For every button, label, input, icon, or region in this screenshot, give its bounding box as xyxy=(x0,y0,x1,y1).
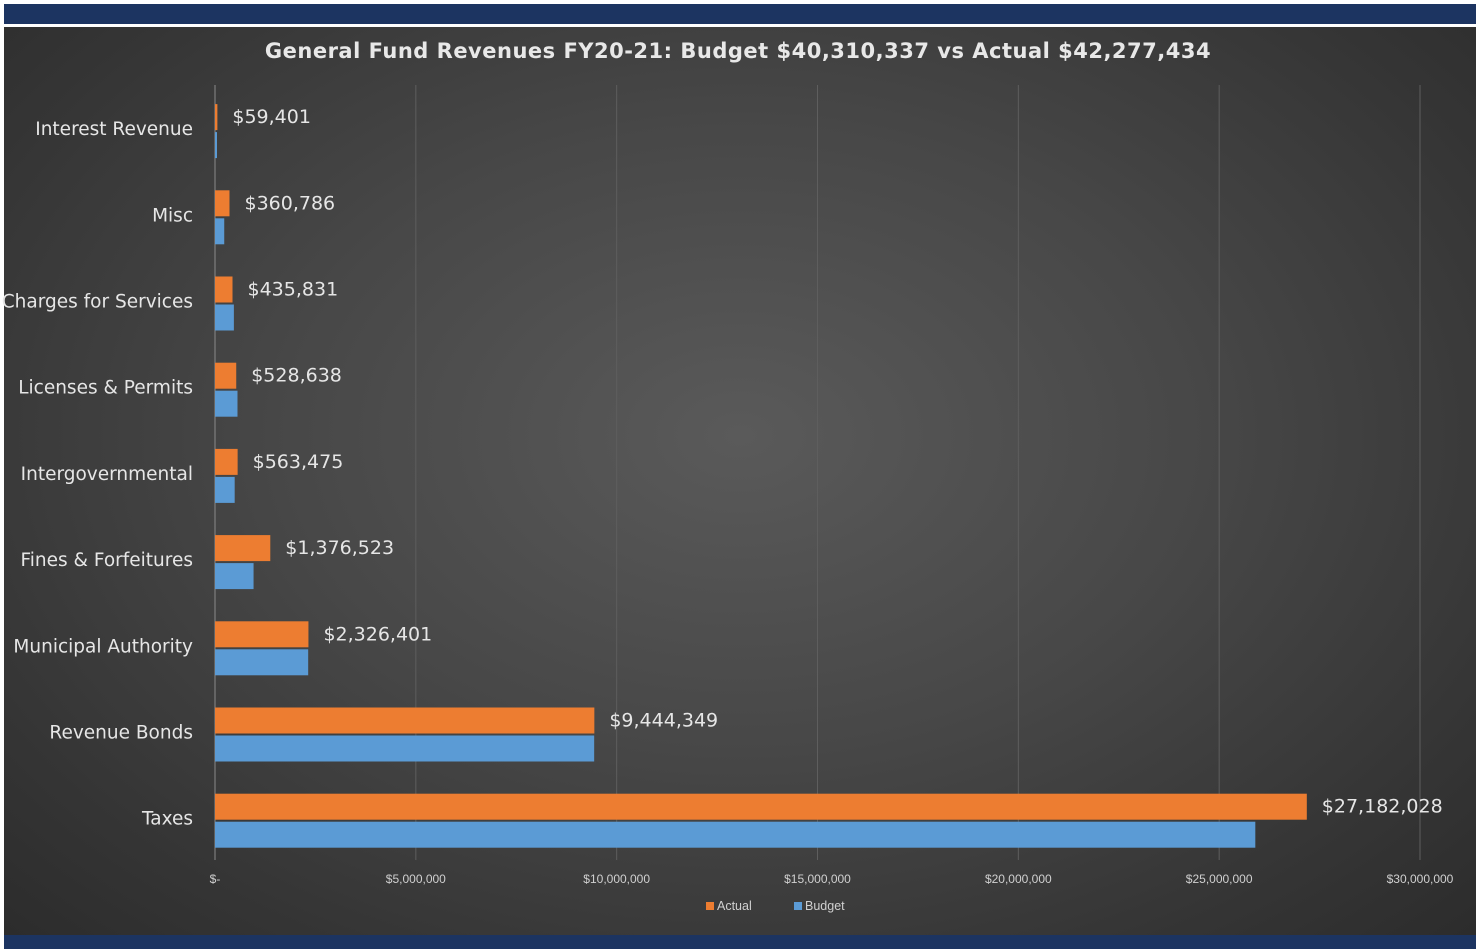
x-tick-label: $25,000,000 xyxy=(1186,872,1253,886)
gridlines xyxy=(214,85,1421,860)
bar-budget xyxy=(215,218,225,245)
category-label: Charges for Services xyxy=(2,292,193,313)
bar-actual xyxy=(215,190,230,217)
x-axis-ticks: $- $5,000,000 $10,000,000 $15,000,000 $20,00… xyxy=(210,872,1454,886)
bar-budget xyxy=(215,821,1256,848)
x-tick-label: $5,000,000 xyxy=(386,872,446,886)
value-label: $59,401 xyxy=(232,106,311,128)
bottom-banner-bar xyxy=(4,935,1476,949)
category-labels: Interest Revenue Misc Charges for Services… xyxy=(2,119,193,830)
value-label: $563,475 xyxy=(253,451,344,473)
bar-budget xyxy=(215,390,238,417)
chart-background xyxy=(4,27,1476,935)
top-banner-bar xyxy=(4,4,1476,24)
bar-budget xyxy=(215,476,235,503)
category-label: Municipal Authority xyxy=(13,636,193,657)
value-label: $528,638 xyxy=(251,365,342,387)
bar-budget xyxy=(215,649,309,676)
legend-swatch xyxy=(794,902,802,910)
value-label: $435,831 xyxy=(248,279,339,301)
x-tick-label: $20,000,000 xyxy=(985,872,1052,886)
bar-actual xyxy=(215,276,233,303)
legend-label: Budget xyxy=(805,899,845,913)
bar-actual xyxy=(215,707,595,734)
legend: Actual Budget xyxy=(706,899,845,913)
bar-budget xyxy=(215,563,254,590)
value-label: $9,444,349 xyxy=(609,710,718,732)
x-tick-label: $15,000,000 xyxy=(784,872,851,886)
category-label: Fines & Forfeitures xyxy=(20,550,193,571)
bar-actual xyxy=(215,448,238,475)
bar-actual xyxy=(215,793,1307,820)
category-label: Interest Revenue xyxy=(35,119,193,140)
bar-budget xyxy=(215,735,595,762)
bar-actual xyxy=(215,362,237,389)
x-tick-label: $- xyxy=(210,872,221,886)
value-label: $27,182,028 xyxy=(1322,796,1443,818)
bar-budget xyxy=(215,132,217,159)
category-label: Misc xyxy=(152,205,193,226)
bar-actual xyxy=(215,535,271,562)
category-label: Revenue Bonds xyxy=(49,723,193,744)
bars xyxy=(215,104,1307,848)
value-label: $1,376,523 xyxy=(285,537,394,559)
category-label: Intergovernmental xyxy=(21,464,193,485)
x-tick-label: $10,000,000 xyxy=(583,872,650,886)
value-label: $360,786 xyxy=(244,192,335,214)
category-label: Licenses & Permits xyxy=(18,378,193,399)
bar-actual xyxy=(215,104,218,131)
bar-budget xyxy=(215,304,234,331)
value-label: $2,326,401 xyxy=(323,623,432,645)
x-tick-label: $30,000,000 xyxy=(1387,872,1454,886)
chart-title: General Fund Revenues FY20-21: Budget $4… xyxy=(265,39,1211,63)
bar-actual xyxy=(215,621,309,648)
legend-swatch xyxy=(706,902,714,910)
category-label: Taxes xyxy=(141,809,193,830)
legend-label: Actual xyxy=(717,899,752,913)
value-labels: $59,401 $360,786 $435,831 $528,638 $563,475 $… xyxy=(232,106,1442,818)
